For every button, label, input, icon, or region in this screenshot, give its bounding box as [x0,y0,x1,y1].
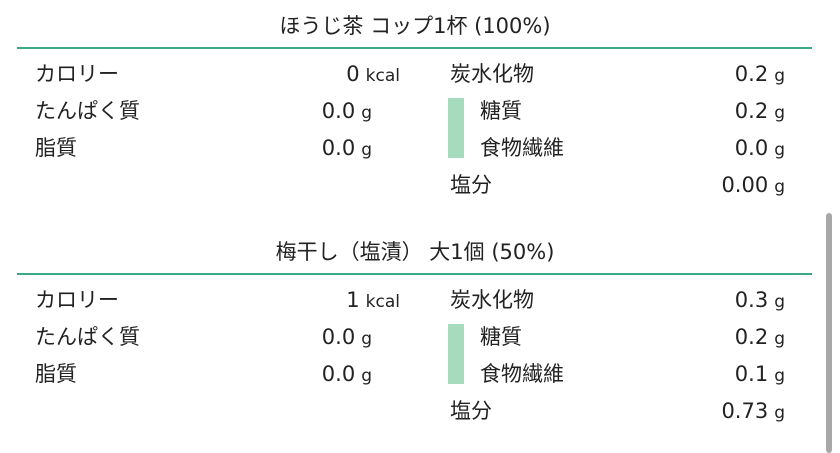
nutrient-row: 食物繊維 0.1 g [0,359,830,389]
scrollbar[interactable] [826,213,832,453]
unit: g [774,366,785,386]
nutrient-label: カロリー [35,288,119,312]
nutrient-label: 炭水化物 [450,62,534,86]
unit: g [774,403,785,423]
nutrient-row: 糖質 0.2 g [0,322,830,352]
section-title: ほうじ茶 コップ1杯 (100%) [279,14,551,38]
nutrient-value: 0.3 g [734,288,785,312]
nutrient-label: たんぱく質 [35,99,140,123]
nutrient-row: 脂質 0.0 g [0,133,420,163]
unit: g [774,103,785,123]
nutrient-label: 糖質 [480,325,522,349]
nutrient-label: 炭水化物 [450,288,534,312]
divider [17,273,812,275]
nutrient-value: 1 kcal [346,288,400,312]
nutrient-row: カロリー 1 kcal [0,285,420,315]
unit: g [361,329,372,349]
nutrient-value: 0.00 g [721,173,785,197]
unit: g [774,66,785,86]
unit: kcal [365,292,400,312]
nutrient-value: 0.2 g [734,99,785,123]
nutrient-value: 0 kcal [346,62,400,86]
unit: g [774,177,785,197]
nutrient-label: 食物繊維 [480,362,564,386]
carb-breakdown-bar [448,98,464,158]
nutrient-label: カロリー [35,62,119,86]
nutrient-label: 糖質 [480,99,522,123]
nutrient-label: たんぱく質 [35,325,140,349]
nutrient-value: 0.2 g [734,62,785,86]
nutrient-row: 塩分 0.00 g [0,170,830,200]
nutrient-label: 塩分 [450,399,492,423]
nutrient-row: 食物繊維 0.0 g [0,133,830,163]
nutrient-row: 脂質 0.0 g [0,359,420,389]
nutrient-row: たんぱく質 0.0 g [0,322,420,352]
nutrient-value: 0.0 g [321,99,372,123]
nutrient-value: 0.0 g [734,136,785,160]
nutrient-row: カロリー 0 kcal [0,59,420,89]
nutrient-row: 炭水化物 0.2 g [0,59,830,89]
nutrient-row: 糖質 0.2 g [0,96,830,126]
unit: g [774,329,785,349]
carb-breakdown-bar [448,324,464,384]
nutrient-row: 塩分 0.73 g [0,396,830,426]
nutrient-row: たんぱく質 0.0 g [0,96,420,126]
unit: g [361,140,372,160]
unit: g [361,103,372,123]
nutrient-value: 0.2 g [734,325,785,349]
nutrient-value: 0.0 g [321,362,372,386]
nutrient-value: 0.0 g [321,325,372,349]
nutrient-value: 0.1 g [734,362,785,386]
nutrient-label: 脂質 [35,136,77,160]
unit: g [774,292,785,312]
nutrient-value: 0.0 g [321,136,372,160]
unit: kcal [365,66,400,86]
nutrient-label: 脂質 [35,362,77,386]
unit: g [361,366,372,386]
nutrient-value: 0.73 g [721,399,785,423]
nutrient-label: 塩分 [450,173,492,197]
section-title: 梅干し（塩漬） 大1個 (50%) [275,240,555,264]
nutrient-row: 炭水化物 0.3 g [0,285,830,315]
unit: g [774,140,785,160]
nutrient-label: 食物繊維 [480,136,564,160]
divider [17,47,812,49]
